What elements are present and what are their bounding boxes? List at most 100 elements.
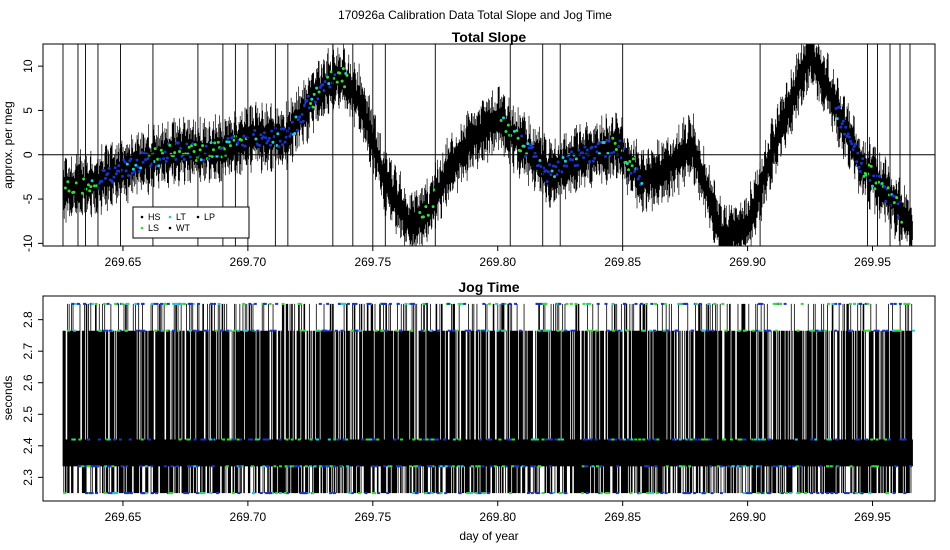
jog-time-point bbox=[71, 302, 75, 305]
jog-time-point bbox=[691, 329, 695, 332]
total-slope-point bbox=[844, 125, 848, 129]
jog-time-point bbox=[298, 302, 302, 305]
jog-time-point bbox=[299, 492, 303, 495]
total-slope-point bbox=[202, 158, 206, 162]
total-slope-point bbox=[504, 130, 508, 134]
jog-time-point bbox=[785, 492, 789, 495]
jog-time-point bbox=[138, 329, 142, 332]
jog-time-point bbox=[604, 302, 608, 305]
total-slope-point bbox=[284, 135, 288, 139]
jog-time-point bbox=[768, 329, 772, 332]
total-slope-point bbox=[153, 147, 157, 151]
jog-time-point bbox=[273, 329, 277, 332]
total-slope-point bbox=[329, 70, 333, 74]
jog-time-point bbox=[809, 329, 813, 332]
jog-time-point bbox=[893, 302, 897, 305]
jog-time-point bbox=[377, 492, 381, 495]
jog-time-point bbox=[885, 329, 889, 332]
jog-time-point bbox=[262, 438, 266, 441]
total-slope-point bbox=[193, 143, 197, 147]
total-slope-point bbox=[317, 90, 321, 94]
total-slope-point bbox=[843, 132, 847, 136]
total-slope-point bbox=[499, 119, 503, 123]
jog-time-point bbox=[240, 465, 244, 468]
jog-time-point bbox=[535, 492, 539, 495]
jog-time-point bbox=[436, 492, 440, 495]
jog-time-point bbox=[876, 329, 880, 332]
jog-time-point bbox=[193, 329, 196, 332]
jog-time-point bbox=[852, 302, 856, 305]
jog-time-point bbox=[688, 492, 691, 495]
total-slope-point bbox=[107, 167, 111, 171]
total-slope-point bbox=[209, 141, 213, 145]
total-slope-point bbox=[103, 176, 107, 180]
total-slope-point bbox=[596, 142, 600, 146]
total-slope-point bbox=[267, 136, 271, 140]
jog-time-point bbox=[533, 438, 537, 441]
total-slope-point bbox=[294, 115, 298, 119]
jog-time-point bbox=[810, 438, 814, 441]
jog-time-point bbox=[706, 438, 709, 441]
total-slope-point bbox=[562, 164, 566, 168]
jog-time-point bbox=[482, 329, 486, 332]
total-slope-point bbox=[611, 136, 615, 140]
total-slope-point bbox=[522, 144, 526, 148]
jog-time-point bbox=[436, 438, 439, 441]
jog-time-point bbox=[150, 492, 154, 495]
total-slope-title: Total Slope bbox=[452, 29, 527, 45]
jog-time-xtick-label: 269.90 bbox=[729, 510, 766, 524]
jog-time-point bbox=[780, 492, 784, 495]
jog-time-point bbox=[821, 492, 824, 495]
jog-time-point bbox=[273, 465, 277, 468]
jog-time-point bbox=[639, 302, 643, 305]
total-slope-point bbox=[147, 153, 151, 157]
total-slope-point bbox=[583, 145, 587, 149]
total-slope-point bbox=[313, 100, 317, 104]
total-slope-point bbox=[509, 133, 513, 137]
jog-time-point bbox=[560, 329, 564, 332]
jog-time-point bbox=[570, 329, 574, 332]
jog-time-point bbox=[196, 329, 200, 332]
jog-time-point bbox=[519, 329, 522, 332]
jog-time-point bbox=[329, 492, 333, 495]
total-slope-point bbox=[516, 136, 520, 140]
jog-time-point bbox=[422, 302, 426, 305]
jog-time-ytick-label: 2.4 bbox=[21, 437, 35, 454]
jog-time-point bbox=[678, 438, 682, 441]
jog-time-point bbox=[441, 465, 445, 468]
jog-time-point bbox=[451, 465, 455, 468]
jog-time-point bbox=[826, 465, 829, 468]
jog-time-point bbox=[482, 302, 486, 305]
total-slope-point bbox=[571, 158, 575, 162]
jog-time-point bbox=[453, 329, 456, 332]
jog-time-point bbox=[753, 438, 757, 441]
jog-time-point bbox=[689, 438, 693, 441]
jog-time-point bbox=[222, 438, 226, 441]
jog-time-point bbox=[812, 329, 815, 332]
jog-time-point bbox=[779, 465, 783, 468]
jog-time-point bbox=[329, 465, 333, 468]
jog-time-point bbox=[466, 492, 470, 495]
total-slope-point bbox=[259, 133, 263, 137]
total-slope-point bbox=[880, 182, 884, 186]
jog-time-point bbox=[154, 329, 158, 332]
jog-time-point bbox=[361, 438, 365, 441]
jog-time-point bbox=[364, 492, 368, 495]
jog-time-point bbox=[286, 465, 290, 468]
jog-time-point bbox=[334, 329, 338, 332]
jog-time-point bbox=[412, 438, 416, 441]
total-slope-point bbox=[216, 140, 220, 144]
jog-time-point bbox=[266, 465, 269, 468]
jog-time-point bbox=[596, 302, 600, 305]
jog-time-point bbox=[226, 438, 230, 441]
total-slope-point bbox=[563, 159, 567, 163]
jog-time-point bbox=[262, 302, 266, 305]
jog-time-panel: Jog Time 2.3 2.4 2.5 2.6 2.7 2.8 269.65 269.70… bbox=[1, 279, 936, 524]
jog-time-point bbox=[346, 302, 350, 305]
jog-time-point bbox=[501, 302, 505, 305]
total-slope-point bbox=[625, 162, 629, 166]
total-slope-point bbox=[523, 154, 527, 158]
jog-time-point bbox=[408, 302, 412, 305]
jog-time-point bbox=[810, 492, 814, 495]
jog-time-point bbox=[195, 465, 199, 468]
